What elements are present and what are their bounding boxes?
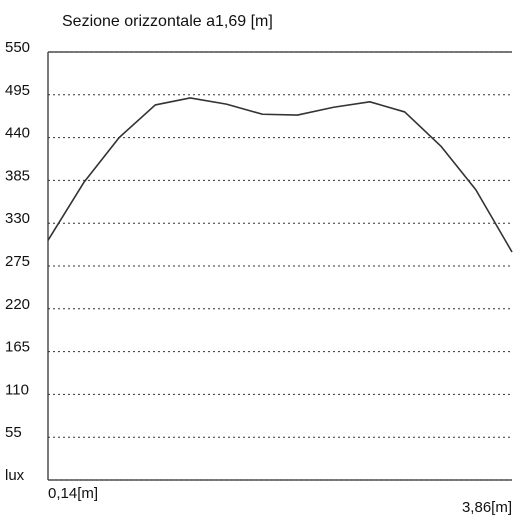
- data-line: [47, 97, 513, 253]
- y-tick-label: 330: [5, 210, 30, 227]
- x-tick-label: 0,14[m]: [48, 485, 98, 502]
- y-tick-label: 55: [5, 424, 22, 441]
- x-tick-label: 3,86[m]: [462, 499, 512, 516]
- y-tick-label: 550: [5, 39, 30, 56]
- y-tick-label: 165: [5, 339, 30, 356]
- y-tick-label: 440: [5, 125, 30, 142]
- y-tick-label: 110: [5, 381, 29, 398]
- y-tick-label: lux: [5, 467, 25, 484]
- y-tick-label: 220: [5, 296, 30, 313]
- y-tick-label: 275: [5, 253, 30, 270]
- y-tick-label: 495: [5, 82, 30, 99]
- y-tick-label: 385: [5, 167, 30, 184]
- chart-title: Sezione orizzontale a1,69 [m]: [62, 13, 273, 30]
